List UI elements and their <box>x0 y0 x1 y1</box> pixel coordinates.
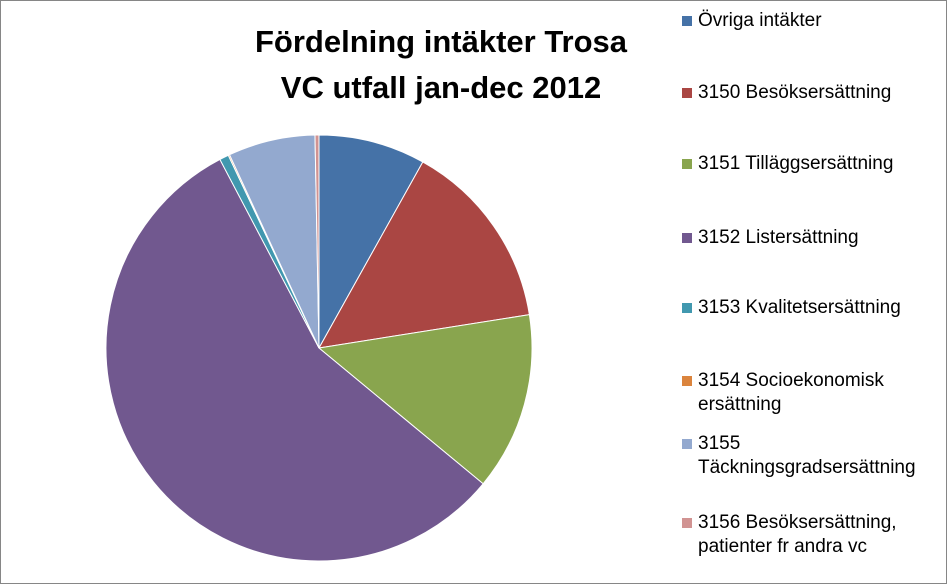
pie-slice <box>318 161 530 349</box>
legend-label: 3154 Socioekonomisk ersättning <box>698 370 884 415</box>
legend-entry: 3153 Kvalitetsersättning <box>682 296 940 320</box>
legend-swatch <box>682 88 692 98</box>
legend-label: 3156 Besöksersättning, patienter fr andr… <box>698 512 897 557</box>
legend-label: 3152 Listersättning <box>698 227 859 248</box>
legend-label: 3155 Täckningsgradsersättning <box>698 433 916 478</box>
pie-slice <box>318 134 424 350</box>
legend-entry: 3152 Listersättning <box>682 226 940 250</box>
legend-label: Övriga intäkter <box>698 10 822 31</box>
legend-entry: 3151 Tilläggsersättning <box>682 152 940 176</box>
legend-swatch <box>682 233 692 243</box>
legend-label: 3150 Besöksersättning <box>698 82 892 103</box>
legend-swatch <box>682 439 692 449</box>
legend-entry: 3150 Besöksersättning <box>682 81 940 105</box>
legend-swatch <box>682 159 692 169</box>
legend-entry: 3156 Besöksersättning, patienter fr andr… <box>682 511 940 559</box>
pie-slice <box>105 158 484 562</box>
pie-slice <box>314 134 320 349</box>
legend-entry: 3154 Socioekonomisk ersättning <box>682 369 940 417</box>
legend-label: 3153 Kvalitetsersättning <box>698 297 901 318</box>
legend-swatch <box>682 376 692 386</box>
legend-entry: Övriga intäkter <box>682 9 940 33</box>
chart-title: Fördelning intäkter Trosa VC utfall jan-… <box>254 24 628 105</box>
legend-swatch <box>682 518 692 528</box>
pie-slice <box>317 314 533 485</box>
legend-swatch <box>682 303 692 313</box>
legend-swatch <box>682 16 692 26</box>
legend-entry: 3155 Täckningsgradsersättning <box>682 432 940 480</box>
legend-label: 3151 Tilläggsersättning <box>698 153 894 174</box>
